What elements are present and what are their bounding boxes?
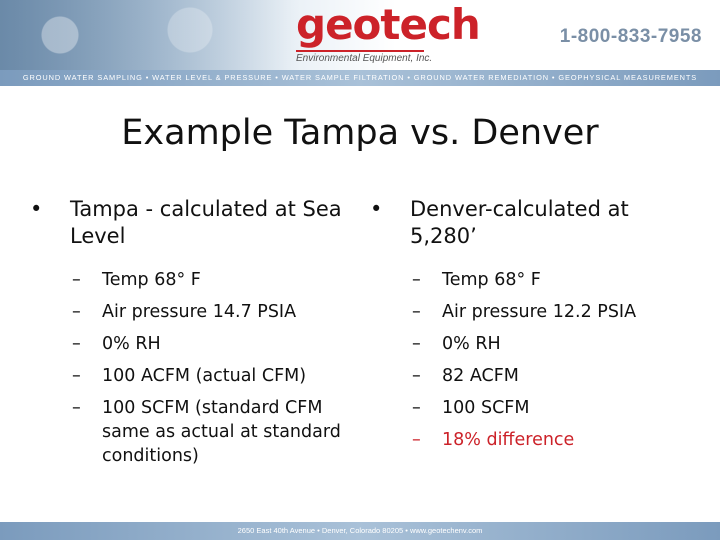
list-item: –0% RH	[412, 334, 501, 354]
denver-sublist: – Temp 68° F – Air pressure 12.2 PSIA –0% …	[370, 268, 700, 452]
logo-underline	[296, 50, 424, 52]
geotech-logo: geotech Environmental Equipment, Inc.	[296, 4, 481, 64]
list-item: – Air pressure 14.7 PSIA	[72, 302, 297, 322]
bullet-dot: •	[370, 197, 383, 221]
logo-wordmark: geotech	[296, 4, 481, 46]
list-item: –100 ACFM (actual CFM)	[72, 366, 307, 386]
list-item: – Temp 68° F	[412, 270, 541, 290]
tampa-column: • Tampa - calculated at Sea Level – Temp …	[30, 196, 360, 476]
denver-heading: Denver-calculated at 5,280’	[410, 197, 629, 248]
list-item: – Air pressure 12.2 PSIA	[412, 302, 637, 322]
footer-address: 2650 East 40th Avenue • Denver, Colorado…	[0, 522, 720, 540]
header-photo-collage	[0, 0, 300, 70]
phone-number: 1-800-833-7958	[559, 26, 702, 47]
tampa-sublist: – Temp 68° F – Air pressure 14.7 PSIA –0% …	[30, 268, 360, 468]
denver-bullet: • Denver-calculated at 5,280’	[370, 196, 700, 250]
denver-column: • Denver-calculated at 5,280’ – Temp 68° …	[370, 196, 700, 460]
logo-subtitle: Environmental Equipment, Inc.	[296, 53, 433, 64]
list-item: –100 SCFM (standard CFM same as actual a…	[72, 398, 341, 466]
tagline-bar: GROUND WATER SAMPLING • WATER LEVEL & PR…	[0, 70, 720, 86]
logo-geo: geo	[296, 0, 381, 49]
header-banner: geotech Environmental Equipment, Inc. 1-…	[0, 0, 720, 70]
list-item: –100 SCFM	[412, 398, 530, 418]
list-item: –82 ACFM	[412, 366, 519, 386]
bullet-dot: •	[30, 197, 43, 221]
difference-item: –18% difference	[412, 430, 575, 450]
slide-title: Example Tampa vs. Denver	[121, 113, 599, 153]
logo-tech: tech	[380, 0, 480, 49]
tampa-bullet: • Tampa - calculated at Sea Level	[30, 196, 360, 250]
list-item: – Temp 68° F	[72, 270, 201, 290]
list-item: –0% RH	[72, 334, 161, 354]
tampa-heading: Tampa - calculated at Sea Level	[70, 197, 342, 248]
